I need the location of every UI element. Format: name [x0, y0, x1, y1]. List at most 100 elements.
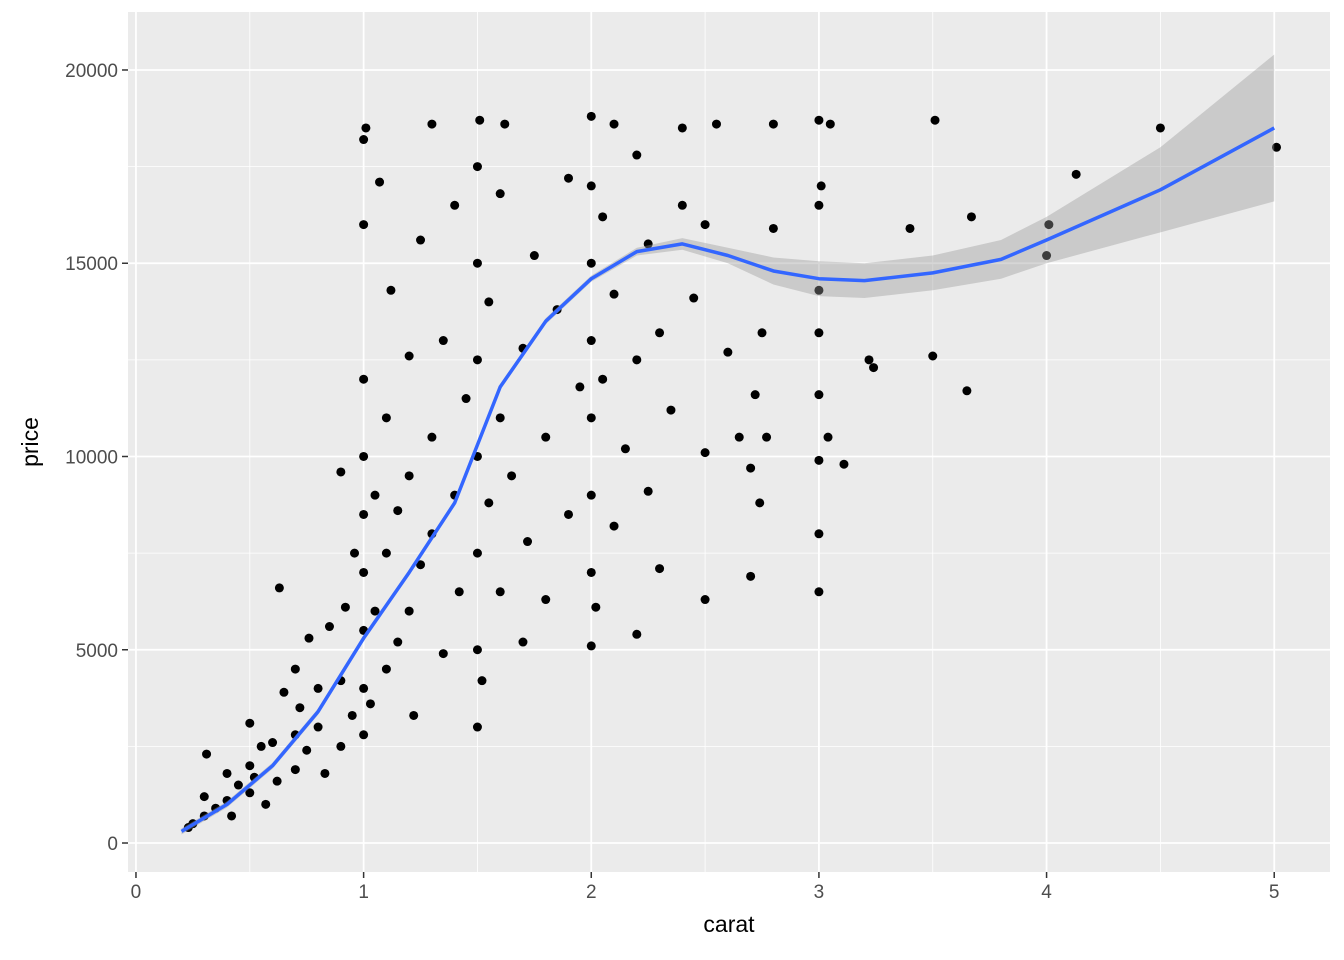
panel: [128, 12, 1330, 872]
point: [304, 633, 314, 643]
point: [814, 455, 824, 465]
point: [711, 119, 721, 129]
point: [393, 637, 403, 647]
point: [340, 602, 350, 612]
point: [290, 664, 300, 674]
point: [905, 223, 915, 233]
point: [598, 374, 608, 384]
point: [427, 119, 437, 129]
point: [564, 509, 574, 519]
point: [438, 336, 448, 346]
point: [666, 405, 676, 415]
point: [814, 529, 824, 539]
point: [655, 328, 665, 338]
y-tick-label: 20000: [65, 61, 118, 82]
confidence-band: [181, 54, 1275, 835]
point: [609, 521, 619, 531]
point: [1071, 169, 1081, 179]
marks: [180, 54, 1282, 835]
point: [313, 683, 323, 693]
point: [869, 363, 879, 373]
point: [472, 548, 482, 558]
point: [313, 722, 323, 732]
point: [245, 718, 255, 728]
point: [477, 676, 487, 686]
point: [416, 235, 426, 245]
point: [359, 220, 369, 230]
point: [768, 119, 778, 129]
point: [632, 150, 642, 160]
point: [564, 173, 574, 183]
point: [814, 200, 824, 210]
point: [1272, 142, 1282, 152]
point: [750, 390, 760, 400]
point: [393, 506, 403, 516]
point: [655, 564, 665, 574]
point: [643, 486, 653, 496]
point: [500, 119, 510, 129]
point: [689, 293, 699, 303]
point: [359, 135, 369, 145]
point: [484, 297, 494, 307]
point: [734, 432, 744, 442]
point: [746, 463, 756, 473]
point: [386, 285, 396, 295]
point: [295, 703, 305, 713]
point: [438, 649, 448, 659]
point: [541, 432, 551, 442]
point: [755, 498, 765, 508]
point: [677, 200, 687, 210]
point: [272, 776, 282, 786]
point: [370, 490, 380, 500]
x-axis-title: carat: [703, 911, 755, 937]
point: [632, 355, 642, 365]
point: [814, 328, 824, 338]
point: [507, 471, 517, 481]
point: [620, 444, 630, 454]
point: [381, 664, 391, 674]
point: [359, 567, 369, 577]
point: [700, 595, 710, 605]
point: [962, 386, 972, 396]
point: [586, 258, 596, 268]
point: [598, 212, 608, 222]
point: [279, 687, 289, 697]
point: [586, 181, 596, 191]
point: [361, 123, 371, 133]
point: [677, 123, 687, 133]
point: [529, 251, 539, 261]
point: [523, 537, 533, 547]
point: [256, 741, 266, 751]
point: [825, 119, 835, 129]
point: [586, 567, 596, 577]
point: [359, 451, 369, 461]
point: [1042, 251, 1052, 261]
point: [222, 768, 232, 778]
point: [359, 683, 369, 693]
point: [268, 738, 278, 748]
point: [814, 587, 824, 597]
point: [409, 710, 419, 720]
point: [350, 548, 360, 558]
point: [404, 351, 414, 361]
point: [586, 413, 596, 423]
point: [245, 788, 255, 798]
point: [472, 355, 482, 365]
point: [359, 730, 369, 740]
point: [586, 336, 596, 346]
point: [609, 289, 619, 299]
point: [416, 560, 426, 570]
axes: 0 1 2 3 4 5 0 5000 10000 15000 20000: [65, 61, 1279, 903]
point: [586, 111, 596, 121]
point: [768, 223, 778, 233]
point: [823, 432, 833, 442]
point: [541, 595, 551, 605]
x-tick-label: 5: [1269, 882, 1280, 903]
y-axis-title: price: [17, 417, 43, 467]
point: [347, 710, 357, 720]
point: [375, 177, 385, 187]
point: [839, 459, 849, 469]
point: [928, 351, 938, 361]
point: [381, 413, 391, 423]
point: [814, 285, 824, 295]
